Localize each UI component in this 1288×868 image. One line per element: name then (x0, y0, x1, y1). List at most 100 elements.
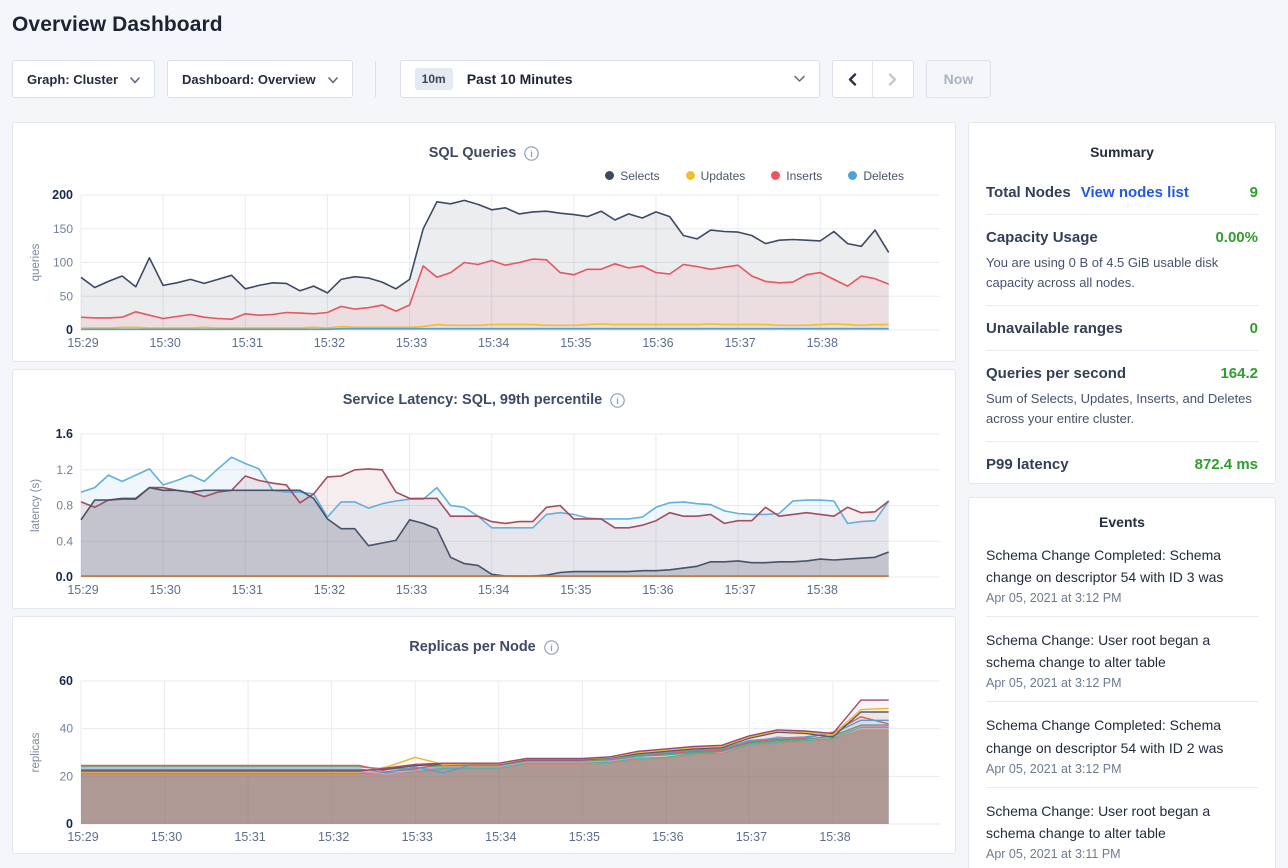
svg-text:queries: queries (30, 243, 42, 281)
svg-text:15:33: 15:33 (396, 336, 427, 350)
svg-text:15:36: 15:36 (642, 583, 673, 597)
summary-label: Queries per second (986, 365, 1127, 382)
legend-label: Deletes (863, 168, 904, 183)
svg-text:15:34: 15:34 (478, 583, 509, 597)
svg-text:15:33: 15:33 (396, 583, 427, 597)
svg-text:15:38: 15:38 (807, 336, 838, 350)
event-timestamp: Apr 05, 2021 at 3:12 PM (986, 761, 1122, 776)
toolbar: Graph: Cluster Dashboard: Overview 10m P… (12, 59, 1276, 99)
summary-value: 0.00% (1215, 229, 1258, 246)
svg-text:60: 60 (59, 674, 73, 688)
event-text: Schema Change Completed: Schema change o… (986, 547, 1224, 586)
legend-item-selects[interactable]: Selects (605, 168, 660, 183)
svg-text:15:30: 15:30 (149, 583, 180, 597)
sql-queries-chart[interactable]: 0 50 100 150 200 15:29 15:30 15:31 15:32 15:33 15:… (26, 185, 942, 361)
toolbar-divider (374, 61, 376, 97)
svg-text:15:34: 15:34 (478, 336, 509, 350)
replicas-per-node-chart[interactable]: 0 20 40 60 15:29 15:30 15:31 15:32 15:33 15:34 15:… (26, 671, 942, 853)
sql-queries-panel: SQL Queries i Selects Updates Inserts Delet… (12, 122, 956, 362)
info-icon[interactable]: i (610, 392, 626, 408)
chevron-left-icon (848, 72, 856, 86)
summary-row-p99-latency: P99 latency 872.4 ms (986, 442, 1258, 483)
summary-title: Summary (1090, 144, 1154, 160)
time-prev-button[interactable] (833, 61, 873, 97)
svg-text:15:35: 15:35 (560, 583, 591, 597)
summary-label: Capacity Usage (986, 229, 1098, 246)
svg-text:150: 150 (53, 222, 73, 236)
chart-legend: Selects Updates Inserts Deletes (26, 168, 904, 183)
svg-text:40: 40 (60, 722, 74, 736)
legend-dot (848, 171, 858, 180)
svg-text:1.2: 1.2 (56, 463, 73, 477)
summary-label: P99 latency (986, 456, 1069, 473)
svg-text:0.4: 0.4 (56, 534, 73, 548)
legend-label: Selects (620, 168, 660, 183)
svg-text:15:31: 15:31 (232, 336, 263, 350)
time-range-picker[interactable]: 10m Past 10 Minutes (399, 60, 820, 98)
graph-dropdown-label: Graph: Cluster (27, 71, 119, 87)
time-range-badge: 10m (414, 68, 453, 90)
chart-title: Service Latency: SQL, 99th percentile (342, 392, 603, 408)
summary-label: Total Nodes (986, 184, 1071, 201)
chevron-right-icon (888, 72, 897, 86)
svg-text:15:32: 15:32 (314, 336, 345, 350)
svg-text:15:37: 15:37 (724, 583, 755, 597)
event-item[interactable]: Schema Change Completed: Schema change o… (986, 702, 1258, 788)
view-nodes-list-link[interactable]: View nodes list (1080, 184, 1189, 201)
svg-text:15:32: 15:32 (314, 583, 345, 597)
svg-text:1.6: 1.6 (56, 427, 73, 441)
event-item[interactable]: Schema Change: User root began a schema … (986, 788, 1258, 868)
chevron-down-icon (327, 72, 338, 87)
legend-dot (685, 171, 695, 180)
svg-text:200: 200 (52, 188, 73, 202)
chevron-down-icon (130, 72, 140, 87)
legend-item-updates[interactable]: Updates (685, 168, 746, 183)
main: SQL Queries i Selects Updates Inserts Delet… (12, 122, 1276, 868)
charts-column: SQL Queries i Selects Updates Inserts Delet… (12, 122, 956, 854)
dashboard-dropdown[interactable]: Dashboard: Overview (167, 60, 353, 98)
svg-text:latency (s): latency (s) (30, 479, 42, 532)
legend-dot (605, 171, 615, 180)
event-text: Schema Change: User root began a schema … (986, 632, 1211, 671)
summary-row-total-nodes: Total Nodes View nodes list 9 (986, 170, 1258, 215)
time-range-label: Past 10 Minutes (466, 71, 573, 87)
svg-text:15:35: 15:35 (560, 336, 591, 350)
summary-value: 164.2 (1220, 365, 1258, 382)
service-latency-chart[interactable]: 0.0 0.4 0.8 1.2 1.6 15:29 15:30 15:31 15:32 15:33… (26, 424, 942, 608)
svg-text:0: 0 (66, 323, 73, 337)
svg-text:15:32: 15:32 (318, 830, 349, 844)
event-timestamp: Apr 05, 2021 at 3:12 PM (986, 591, 1122, 606)
svg-text:15:34: 15:34 (485, 830, 516, 844)
svg-text:15:30: 15:30 (149, 336, 180, 350)
svg-text:100: 100 (53, 256, 73, 270)
svg-text:15:29: 15:29 (67, 583, 98, 597)
svg-text:i: i (531, 149, 534, 159)
svg-text:15:30: 15:30 (151, 830, 182, 844)
svg-text:replicas: replicas (30, 732, 42, 772)
legend-label: Updates (700, 168, 746, 183)
event-text: Schema Change Completed: Schema change o… (986, 717, 1224, 756)
svg-text:15:36: 15:36 (642, 336, 673, 350)
side-column: Summary Total Nodes View nodes list 9 Ca… (968, 122, 1276, 868)
event-item[interactable]: Schema Change Completed: Schema change o… (986, 532, 1258, 618)
now-button[interactable]: Now (925, 60, 992, 98)
info-icon[interactable]: i (543, 639, 559, 655)
summary-row-capacity-usage: Capacity Usage 0.00% You are using 0 B o… (986, 215, 1258, 306)
summary-description: You are using 0 B of 4.5 GiB usable disk… (986, 255, 1219, 290)
time-nav-group (831, 60, 914, 98)
svg-text:0: 0 (66, 817, 73, 831)
legend-item-inserts[interactable]: Inserts (771, 169, 822, 183)
time-next-button[interactable] (873, 61, 913, 97)
svg-text:0.8: 0.8 (56, 499, 73, 513)
summary-description: Sum of Selects, Updates, Inserts, and De… (986, 391, 1252, 426)
info-icon[interactable]: i (524, 145, 540, 161)
svg-text:i: i (550, 643, 553, 653)
event-item[interactable]: Schema Change: User root began a schema … (986, 617, 1258, 703)
svg-text:15:31: 15:31 (232, 583, 263, 597)
events-panel: Events Schema Change Completed: Schema c… (968, 497, 1276, 868)
svg-text:15:37: 15:37 (736, 830, 767, 844)
summary-panel: Summary Total Nodes View nodes list 9 Ca… (968, 122, 1276, 484)
legend-item-deletes[interactable]: Deletes (848, 169, 904, 183)
graph-dropdown[interactable]: Graph: Cluster (12, 60, 156, 98)
